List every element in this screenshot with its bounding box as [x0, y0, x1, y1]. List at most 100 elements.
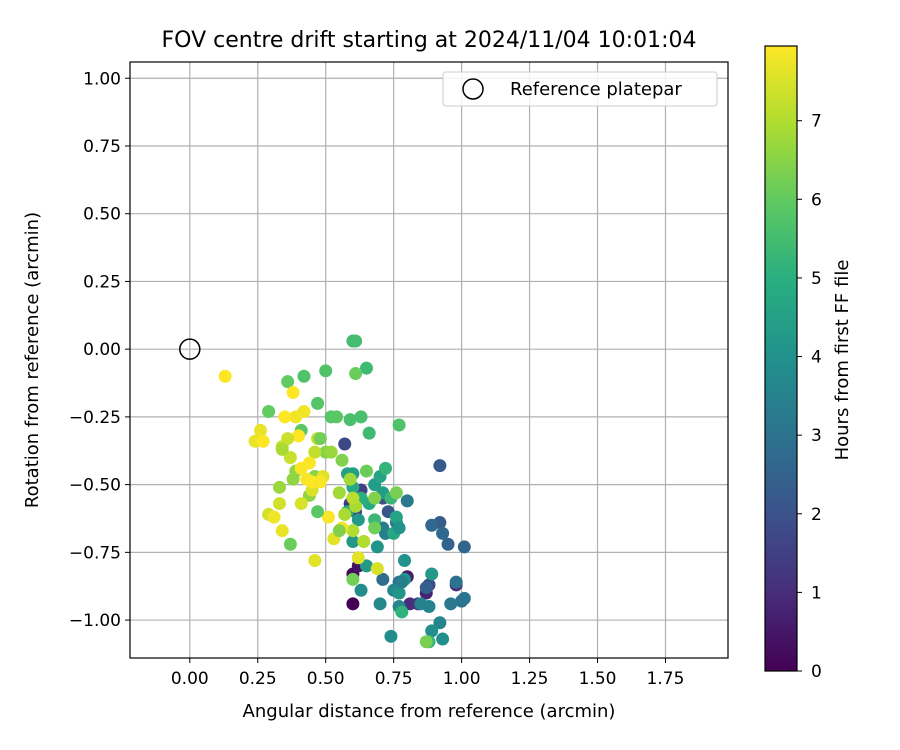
data-point [389, 510, 403, 524]
legend-label: Reference platepar [510, 79, 682, 100]
data-point [419, 581, 433, 595]
data-point [283, 537, 297, 551]
data-point [444, 597, 458, 611]
data-point [313, 432, 327, 446]
data-point [425, 518, 439, 532]
data-point [286, 386, 300, 400]
data-point [253, 423, 267, 437]
y-tick-label: −0.75 [69, 543, 121, 563]
data-point [275, 442, 289, 456]
data-point [349, 334, 363, 348]
grid [130, 62, 728, 658]
data-point [294, 497, 308, 511]
data-point [346, 597, 360, 611]
data-point [370, 562, 384, 576]
data-point [354, 583, 368, 597]
data-point [351, 551, 365, 565]
data-point [346, 535, 360, 549]
data-point [324, 445, 338, 459]
y-tick-label: 0.50 [83, 205, 121, 225]
data-point [392, 586, 406, 600]
data-point [441, 537, 455, 551]
data-point [332, 524, 346, 538]
data-point [267, 510, 281, 524]
x-tick-label: 0.00 [171, 669, 209, 689]
data-point [354, 410, 368, 424]
data-point [308, 553, 322, 567]
colorbar-tick-label: 1 [811, 583, 822, 603]
colorbar-gradient [764, 45, 798, 672]
data-point [395, 575, 409, 589]
legend-box [442, 71, 718, 107]
data-point [346, 491, 360, 505]
colorbar-ticks: 0 1 2 3 4 5 6 7 [797, 112, 822, 682]
data-point [218, 369, 232, 383]
data-point [281, 375, 295, 389]
data-point [368, 521, 382, 535]
data-point [286, 472, 300, 486]
data-point [425, 624, 439, 638]
data-point [395, 605, 409, 619]
data-point [311, 505, 325, 519]
data-point [313, 475, 327, 489]
data-point [398, 553, 412, 567]
data-point [351, 513, 365, 527]
data-point [343, 472, 357, 486]
data-point [368, 491, 382, 505]
data-point [359, 464, 373, 478]
y-tick-label: −0.50 [69, 476, 121, 496]
data-point [392, 521, 406, 535]
data-point [338, 437, 352, 451]
colorbar-tick-label: 4 [811, 348, 822, 368]
data-point [362, 426, 376, 440]
data-point [379, 461, 393, 475]
y-tick-label: 1.00 [83, 69, 121, 89]
colorbar-tick-label: 0 [811, 662, 822, 682]
data-point [275, 524, 289, 538]
data-point [389, 486, 403, 500]
data-point [283, 451, 297, 465]
data-point [357, 535, 371, 549]
data-point [419, 635, 433, 649]
data-point [373, 597, 387, 611]
data-point [384, 629, 398, 643]
colorbar-tick-label: 5 [811, 269, 822, 289]
data-point [436, 632, 450, 646]
x-tick-label: 1.75 [647, 669, 685, 689]
y-ticks: 1.00 0.75 0.50 0.25 0.00 −0.25 −0.50 −0.75 −1.00 [69, 69, 130, 631]
legend-marker [462, 78, 484, 100]
colorbar-tick-label: 7 [811, 112, 822, 132]
data-point [335, 453, 349, 467]
data-point [273, 480, 286, 494]
x-axis-label: Angular distance from reference (arcmin) [243, 701, 616, 722]
data-point [343, 413, 357, 427]
y-tick-label: 0.00 [83, 340, 121, 360]
data-point [433, 616, 447, 630]
data-point [392, 418, 406, 432]
y-tick-label: 0.25 [83, 272, 121, 292]
data-point [457, 591, 471, 605]
data-point [359, 559, 373, 573]
data-point [449, 575, 463, 589]
data-point [330, 410, 344, 424]
data-point [370, 540, 384, 554]
x-ticks: 0.00 0.25 0.50 0.75 1.00 1.25 1.50 1.75 [171, 658, 685, 689]
data-point [349, 367, 363, 381]
x-tick-label: 0.50 [307, 669, 345, 689]
data-point [346, 524, 360, 538]
data-point [338, 507, 352, 521]
colorbar-tick-label: 2 [811, 505, 822, 525]
data-point [273, 497, 286, 511]
y-tick-label: −0.25 [69, 408, 121, 428]
data-point [297, 369, 311, 383]
x-tick-label: 1.50 [579, 669, 617, 689]
plot-frame [129, 61, 729, 659]
data-point [294, 461, 308, 475]
data-point [457, 540, 471, 554]
data-point [311, 396, 325, 410]
data-point [400, 494, 414, 508]
colorbar-label: Hours from first FF file [832, 260, 853, 461]
data-point [292, 429, 306, 443]
data-point [433, 459, 447, 473]
